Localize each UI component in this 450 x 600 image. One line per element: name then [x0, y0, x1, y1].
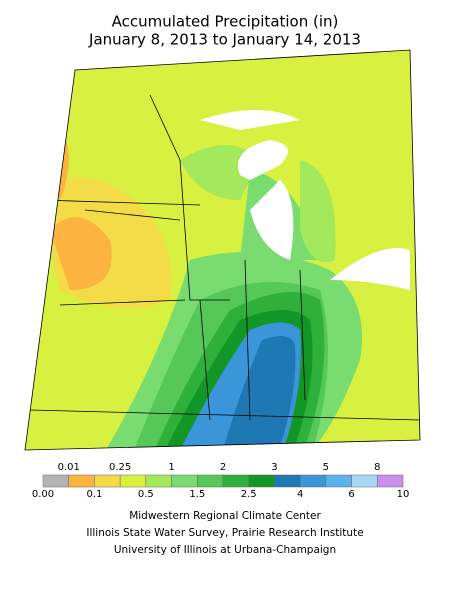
legend-swatch — [274, 474, 301, 488]
subtitle: January 8, 2013 to January 14, 2013 — [88, 31, 361, 49]
legend-label: 3 — [271, 462, 277, 473]
legend-label: 1 — [168, 462, 174, 473]
credit: Illinois State Water Survey, Prairie Res… — [86, 527, 363, 539]
legend-label: 2 — [220, 462, 226, 473]
credit: Midwestern Regional Climate Center — [129, 510, 321, 522]
legend-label: 4 — [297, 489, 303, 500]
credit: University of Illinois at Urbana-Champai… — [114, 544, 336, 556]
legend-swatch — [68, 474, 95, 488]
legend-swatch — [197, 474, 224, 488]
legend-label: 5 — [323, 462, 329, 473]
legend-swatch — [325, 474, 352, 488]
legend-label: 1.5 — [189, 489, 205, 500]
legend-label: 2.5 — [241, 489, 257, 500]
legend-swatch — [94, 474, 121, 488]
legend-swatch — [377, 474, 404, 488]
legend-label: 8 — [374, 462, 380, 473]
legend-label: 0.1 — [86, 489, 102, 500]
title: Accumulated Precipitation (in) — [112, 13, 339, 31]
legend-swatch — [119, 474, 147, 488]
legend-label: 0.00 — [32, 489, 54, 500]
legend-label: 10 — [397, 489, 410, 500]
legend-swatch — [42, 474, 69, 488]
legend-label: 0.01 — [58, 462, 80, 473]
legend: 0.00 0.01 0.1 0.25 0.5 1 1.5 2 2.5 3 4 5 6 8 10 — [32, 462, 410, 500]
legend-label: 0.5 — [138, 489, 154, 500]
legend-swatch — [248, 474, 275, 488]
precip-map — [25, 50, 420, 450]
legend-swatch — [145, 474, 172, 488]
legend-label: 6 — [348, 489, 354, 500]
legend-swatch — [171, 474, 198, 488]
map-frame — [24, 49, 421, 451]
legend-swatch — [299, 474, 327, 488]
legend-swatch — [222, 474, 249, 488]
legend-swatch — [351, 474, 378, 488]
legend-label: 0.25 — [109, 462, 131, 473]
